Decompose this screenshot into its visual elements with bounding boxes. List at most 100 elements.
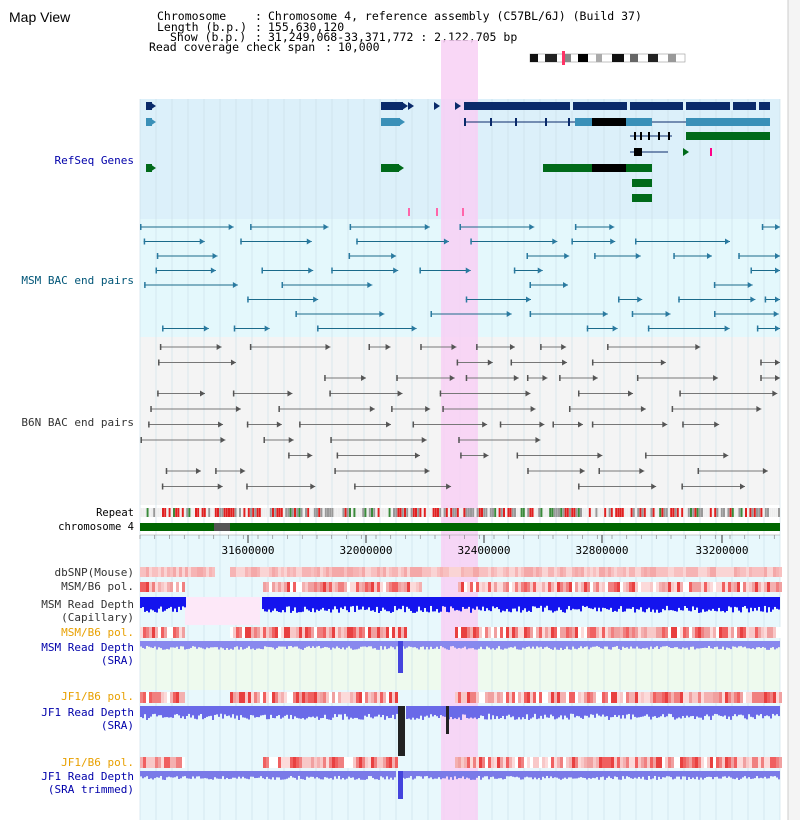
- polymorphism-cell: [470, 567, 473, 577]
- depth-bar: [648, 771, 650, 777]
- polymorphism-cell: [401, 582, 404, 592]
- depth-bar: [570, 706, 572, 714]
- depth-bar: [154, 641, 156, 647]
- depth-bar: [334, 771, 336, 777]
- depth-bar: [152, 706, 154, 715]
- refseq-gene-track[interactable]: [146, 101, 770, 216]
- depth-bar: [272, 597, 274, 611]
- depth-bar: [500, 706, 502, 719]
- polymorphism-tracks[interactable]: [140, 567, 782, 768]
- polymorphism-cell: [314, 692, 317, 703]
- repeat-mark: [619, 508, 622, 517]
- polymorphism-cell: [710, 582, 713, 592]
- depth-bar: [482, 706, 484, 716]
- depth-bar: [444, 641, 446, 649]
- repeat-mark: [520, 508, 523, 517]
- depth-bar: [652, 706, 654, 717]
- depth-bar: [176, 706, 178, 714]
- polymorphism-cell: [662, 567, 665, 577]
- depth-bar: [452, 771, 454, 780]
- polymorphism-cell: [620, 567, 623, 577]
- depth-bar: [776, 597, 778, 609]
- repeat-mark: [188, 508, 191, 517]
- polymorphism-cell: [710, 757, 713, 768]
- msm-bac-track[interactable]: [140, 224, 780, 332]
- polymorphism-cell: [329, 567, 332, 577]
- depth-bar: [350, 641, 352, 649]
- polymorphism-cell: [596, 692, 599, 703]
- repeat-mark: [419, 508, 422, 517]
- depth-bar: [432, 771, 434, 780]
- polymorphism-cell: [671, 582, 674, 592]
- polymorphism-cell: [530, 567, 533, 577]
- polymorphism-cell: [314, 582, 317, 592]
- bac-end-arrow: [706, 253, 712, 259]
- refseq-genes-label[interactable]: RefSeq Genes: [55, 154, 134, 167]
- right-scroll-area[interactable]: [788, 0, 800, 820]
- depth-bar: [468, 597, 470, 607]
- repeat-mark: [573, 508, 576, 517]
- polymorphism-cell: [455, 567, 458, 577]
- chromosome-ideogram[interactable]: [529, 51, 686, 65]
- b6n-bac-track[interactable]: [140, 344, 780, 490]
- msm-read-depth-sra-label: MSM Read Depth: [41, 641, 134, 654]
- polymorphism-cell: [317, 582, 320, 592]
- selected-region-highlight[interactable]: [441, 40, 478, 820]
- b6n-bac-end-pairs-label[interactable]: B6N BAC end pairs: [21, 416, 134, 429]
- depth-bar: [288, 641, 290, 647]
- repeat-mark: [727, 508, 730, 517]
- polymorphism-cell: [401, 627, 404, 638]
- depth-bar: [286, 597, 288, 607]
- depth-bar: [668, 597, 670, 611]
- gene-exon: [490, 118, 492, 126]
- polymorphism-cell: [245, 692, 248, 703]
- polymorphism-cell: [140, 627, 143, 638]
- depth-bar: [674, 641, 676, 648]
- polymorphism-cell: [599, 582, 602, 592]
- depth-bar: [156, 597, 158, 613]
- polymorphism-cell: [731, 567, 734, 577]
- repeat-mark: [333, 508, 336, 517]
- depth-bar: [710, 597, 712, 611]
- depth-bar: [710, 641, 712, 649]
- bac-end-arrow: [665, 311, 671, 317]
- depth-bar: [218, 771, 220, 779]
- depth-bar: [470, 597, 472, 613]
- depth-bar: [712, 771, 714, 780]
- chromosome-bar[interactable]: [140, 523, 780, 531]
- polymorphism-cell: [488, 692, 491, 703]
- polymorphism-cell: [548, 692, 551, 703]
- depth-bar: [540, 597, 542, 606]
- depth-bar: [546, 597, 548, 606]
- depth-bar: [494, 771, 496, 779]
- bac-end-arrow: [425, 406, 431, 412]
- depth-bar: [322, 706, 324, 718]
- depth-bar: [322, 641, 324, 648]
- repeat-track[interactable]: [140, 508, 780, 517]
- depth-bar: [544, 597, 546, 608]
- repeat-mark: [648, 508, 651, 517]
- depth-bar: [340, 706, 342, 715]
- depth-bar: [622, 597, 624, 612]
- bac-end-arrow: [537, 267, 543, 274]
- depth-bar: [578, 706, 580, 717]
- polymorphism-cell: [500, 627, 503, 638]
- depth-bar: [484, 597, 486, 612]
- depth-bar: [518, 597, 520, 607]
- repeat-mark: [404, 508, 406, 517]
- depth-bar: [600, 771, 602, 778]
- msm-bac-end-pairs-label[interactable]: MSM BAC end pairs: [21, 274, 134, 287]
- polymorphism-cell: [656, 627, 659, 638]
- depth-bar: [514, 771, 516, 778]
- polymorphism-cell: [338, 567, 341, 577]
- polymorphism-cell: [254, 627, 257, 638]
- depth-bar: [694, 597, 696, 611]
- depth-bar: [686, 641, 688, 648]
- depth-bar: [346, 641, 348, 648]
- read-depth-tracks[interactable]: [140, 597, 780, 799]
- depth-bar: [554, 706, 556, 720]
- depth-bar: [296, 597, 298, 613]
- polymorphism-cell: [347, 567, 350, 577]
- depth-bar: [576, 706, 578, 716]
